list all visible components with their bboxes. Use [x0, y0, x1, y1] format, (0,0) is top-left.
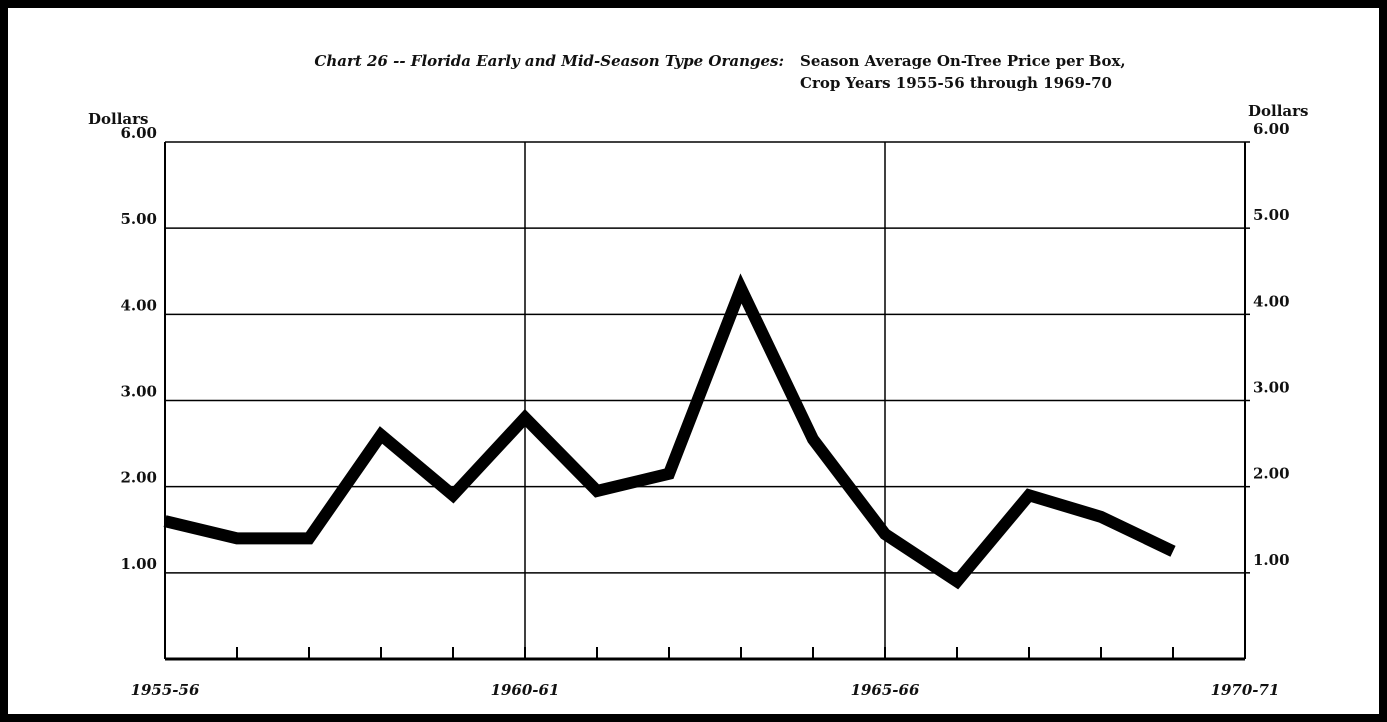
y-axis-label: Dollars	[88, 110, 148, 128]
chart-title: Chart 26 -- Florida Early and Mid-Season…	[314, 52, 784, 70]
x-tick-label: 1955-56	[131, 681, 200, 699]
chart-subtitle: Season Average On-Tree Price per Box,	[800, 52, 1126, 70]
y2-tick-label: 3.00	[1253, 379, 1290, 397]
y-tick-label: 5.00	[120, 210, 157, 228]
y-tick-label: 4.00	[120, 296, 157, 314]
data-line	[163, 273, 1176, 590]
y2-tick-label: 2.00	[1253, 465, 1290, 483]
y2-tick-label: 4.00	[1253, 292, 1290, 310]
y2-axis-label: Dollars	[1248, 102, 1308, 120]
y-tick-label: 2.00	[120, 469, 157, 487]
x-tick-label: 1970-71	[1211, 681, 1280, 699]
chart-subtitle: Crop Years 1955-56 through 1969-70	[800, 74, 1112, 92]
y2-tick-label: 5.00	[1253, 206, 1290, 224]
y2-tick-label: 6.00	[1253, 120, 1290, 138]
y2-tick-label: 1.00	[1253, 551, 1290, 569]
y-tick-label: 1.00	[120, 555, 157, 573]
x-tick-label: 1965-66	[851, 681, 920, 699]
x-tick-label: 1960-61	[491, 681, 560, 699]
y-tick-label: 3.00	[120, 383, 157, 401]
y-tick-label: 6.00	[120, 124, 157, 142]
